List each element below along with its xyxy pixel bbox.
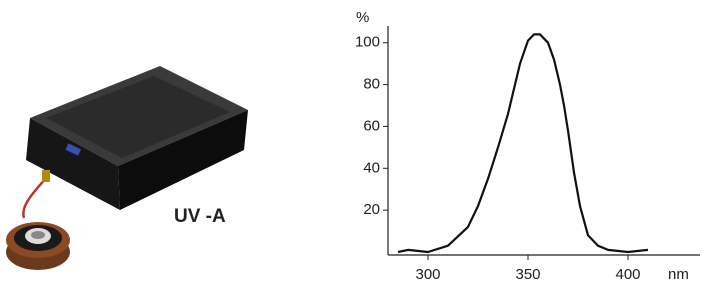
y-tick-label: 80 [363, 76, 380, 93]
x-axis-label: nm [668, 266, 689, 283]
y-axis-label: % [356, 9, 369, 26]
response-curve [398, 34, 648, 252]
figure: UV -A % 20 40 60 80 100 300 350 400 nm [0, 0, 705, 291]
y-tick-label: 40 [363, 159, 380, 176]
x-tick-label: 400 [615, 266, 640, 283]
x-tick-label: 300 [415, 266, 440, 283]
photo-caption: UV -A [174, 206, 226, 227]
y-tick-label: 20 [363, 201, 380, 218]
x-tick-label: 350 [515, 266, 540, 283]
y-tick-label: 60 [363, 117, 380, 134]
page: UV -A %20406080100300350400nm (() => { c… [0, 0, 705, 291]
chart: % 20 40 60 80 100 300 350 400 nm [355, 9, 700, 283]
y-tick-label: 100 [355, 34, 380, 51]
sensor-photo [6, 66, 248, 270]
